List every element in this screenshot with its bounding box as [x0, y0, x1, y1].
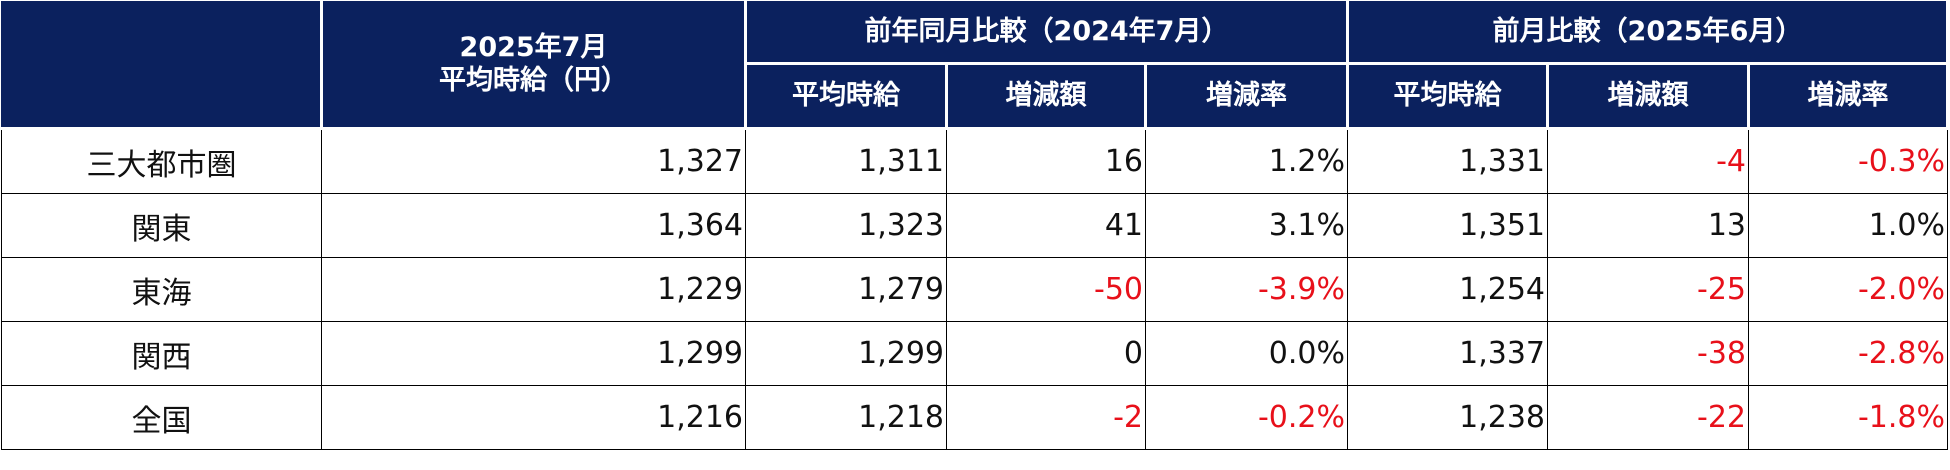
column-header: 平均時給 [1346, 62, 1549, 130]
value-cell: -22 [1547, 385, 1749, 450]
value-cell: -1.8% [1748, 385, 1948, 450]
header-row: 平均時給 増減額 増減率 平均時給 増減額 増減率 [2, 62, 1949, 130]
value-cell: -2.8% [1748, 321, 1948, 386]
header-line: 平均時給（円） [439, 64, 628, 96]
row-label: 関西 [1, 321, 322, 386]
table-row: 関東 1,364 1,323 41 3.1% 1,351 13 1.0% [1, 193, 1948, 258]
value-cell: 1,218 [745, 385, 947, 450]
value-cell: -4 [1547, 128, 1749, 194]
value-cell: 1,299 [745, 321, 947, 386]
value-cell: 1.2% [1145, 128, 1348, 194]
value-cell: -2.0% [1748, 257, 1948, 322]
value-cell: 13 [1547, 193, 1749, 258]
corner-cell [1, 1, 323, 130]
group-header: 前月比較（2025年6月） [1346, 1, 1949, 65]
value-cell: 1,311 [745, 128, 947, 194]
value-cell: -0.2% [1145, 385, 1348, 450]
value-cell: 3.1% [1145, 193, 1348, 258]
value-cell: 1,323 [745, 193, 947, 258]
table-row: 関西 1,299 1,299 0 0.0% 1,337 -38 -2.8% [1, 321, 1948, 386]
value-cell: -0.3% [1748, 128, 1948, 194]
value-cell: 1,229 [321, 257, 746, 322]
group-header: 前年同月比較（2024年7月） [744, 1, 1349, 65]
value-cell: -38 [1547, 321, 1749, 386]
table-body: 三大都市圏 1,327 1,311 16 1.2% 1,331 -4 -0.3% 関東 1,364… [1, 128, 1948, 450]
table-row: 東海 1,229 1,279 -50 -3.9% 1,254 -25 -2.0% [1, 257, 1948, 322]
wage-table: 2025年7月 平均時給（円） 前年同月比較（2024年7月） 前月比較（2025… [1, 1, 1949, 450]
value-cell: 1,331 [1347, 128, 1548, 194]
row-label: 関東 [1, 193, 322, 258]
value-cell: 41 [946, 193, 1146, 258]
value-cell: 16 [946, 128, 1146, 194]
value-cell: 0.0% [1145, 321, 1348, 386]
value-cell: 1,299 [321, 321, 746, 386]
row-label: 三大都市圏 [1, 128, 322, 194]
column-header: 増減率 [1144, 62, 1349, 130]
value-cell: -2 [946, 385, 1146, 450]
column-header: 増減額 [945, 62, 1147, 130]
value-cell: 1.0% [1748, 193, 1948, 258]
value-cell: -3.9% [1145, 257, 1348, 322]
value-cell: 1,364 [321, 193, 746, 258]
row-label: 東海 [1, 257, 322, 322]
value-cell: 1,327 [321, 128, 746, 194]
current-header: 2025年7月 平均時給（円） [320, 1, 747, 130]
header-line: 2025年7月 [459, 32, 608, 64]
table-row: 三大都市圏 1,327 1,311 16 1.2% 1,331 -4 -0.3% [1, 128, 1948, 194]
value-cell: 1,254 [1347, 257, 1548, 322]
table-header: 2025年7月 平均時給（円） 前年同月比較（2024年7月） 前月比較（2025… [1, 1, 1949, 130]
row-label: 全国 [1, 385, 322, 450]
table-row: 全国 1,216 1,218 -2 -0.2% 1,238 -22 -1.8% [1, 385, 1948, 450]
value-cell: 1,337 [1347, 321, 1548, 386]
column-header: 平均時給 [744, 62, 948, 130]
column-header: 増減率 [1747, 62, 1949, 130]
value-cell: -50 [946, 257, 1146, 322]
column-header: 増減額 [1546, 62, 1750, 130]
value-cell: 1,279 [745, 257, 947, 322]
value-cell: 0 [946, 321, 1146, 386]
value-cell: 1,351 [1347, 193, 1548, 258]
header-row: 2025年7月 平均時給（円） 前年同月比較（2024年7月） 前月比較（2025… [1, 1, 1949, 130]
value-cell: -25 [1547, 257, 1749, 322]
value-cell: 1,216 [321, 385, 746, 450]
value-cell: 1,238 [1347, 385, 1548, 450]
